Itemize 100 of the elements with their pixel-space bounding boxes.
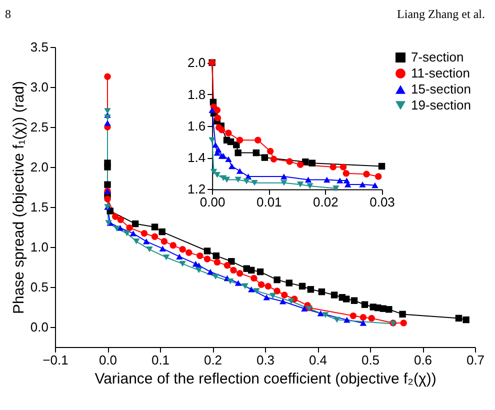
point xyxy=(336,178,344,184)
point xyxy=(248,286,255,292)
point xyxy=(162,254,170,260)
point xyxy=(236,136,244,144)
point xyxy=(334,316,340,323)
point xyxy=(214,106,221,114)
point xyxy=(146,246,153,252)
point xyxy=(242,283,248,290)
point xyxy=(186,249,192,256)
point xyxy=(224,262,231,269)
point xyxy=(140,230,148,237)
point xyxy=(158,228,166,236)
point xyxy=(234,176,242,183)
point xyxy=(307,286,314,293)
point xyxy=(214,258,221,266)
point xyxy=(233,142,240,148)
y-tick-label: 1.5 xyxy=(30,200,48,214)
point xyxy=(142,238,150,244)
point xyxy=(332,186,340,192)
point xyxy=(218,126,226,134)
y-tick-label: 1.6 xyxy=(188,118,206,134)
point xyxy=(296,182,304,188)
point xyxy=(400,320,407,326)
text: 8 xyxy=(5,7,11,21)
point xyxy=(360,314,367,321)
point xyxy=(261,154,268,161)
point xyxy=(324,176,330,183)
point xyxy=(318,288,326,296)
point xyxy=(104,114,111,120)
point xyxy=(196,252,204,260)
point xyxy=(280,174,288,180)
point xyxy=(132,220,139,228)
point xyxy=(302,158,309,166)
point xyxy=(253,288,260,294)
point xyxy=(234,280,242,286)
point xyxy=(225,130,232,136)
x-tick-label: 0.0 xyxy=(98,352,118,368)
point xyxy=(330,292,338,298)
point xyxy=(179,260,186,267)
point xyxy=(301,306,308,312)
x-tick-label: 0.01 xyxy=(256,194,282,210)
y-tick-label: 3.5 xyxy=(30,40,48,54)
point xyxy=(363,170,370,178)
point xyxy=(350,312,357,320)
point xyxy=(264,282,272,290)
point xyxy=(258,281,265,288)
point xyxy=(281,292,288,298)
y-tick-label: 1.0 xyxy=(30,240,48,254)
point xyxy=(176,254,183,260)
point xyxy=(296,161,304,168)
x-tick-label: 0.1 xyxy=(151,352,170,368)
y-tick-label: 1.4 xyxy=(188,150,206,166)
x-tick-label: 0.6 xyxy=(414,352,432,368)
point xyxy=(236,270,244,277)
x-tick-label: 0.3 xyxy=(256,352,275,368)
y-tick-label: 2.0 xyxy=(188,55,206,70)
point xyxy=(372,182,378,188)
point xyxy=(280,180,288,186)
point xyxy=(317,310,324,316)
point xyxy=(266,148,274,155)
point xyxy=(344,316,350,323)
x-tick-label: 0.4 xyxy=(308,352,328,368)
point xyxy=(279,298,286,304)
point xyxy=(274,288,280,294)
point xyxy=(254,136,262,144)
point xyxy=(104,120,111,126)
point xyxy=(270,292,276,299)
x-axis-title: Variance of the reflection coefficient (objective f₂(χ)) xyxy=(94,370,436,388)
y-tick-label: 0.0 xyxy=(30,320,48,334)
legend-label: 11-section xyxy=(411,66,470,80)
y-tick-label: 1.2 xyxy=(188,182,206,197)
point xyxy=(288,298,295,304)
point xyxy=(308,160,316,166)
point xyxy=(210,168,218,175)
point xyxy=(330,164,336,170)
point xyxy=(204,248,211,254)
point xyxy=(179,246,186,253)
point xyxy=(342,170,350,177)
y-tick-label: 3.0 xyxy=(30,80,48,94)
point xyxy=(214,172,221,178)
point xyxy=(270,156,278,162)
point xyxy=(234,149,242,156)
point xyxy=(251,180,258,186)
y-axis-title: Phase spread (objective f₁(χ)) (rad) xyxy=(10,80,28,314)
point xyxy=(298,282,306,290)
point xyxy=(204,256,211,262)
point xyxy=(228,163,236,170)
point xyxy=(286,280,293,286)
point xyxy=(104,181,111,188)
point xyxy=(212,274,220,280)
point xyxy=(225,156,232,162)
point xyxy=(207,268,214,275)
point xyxy=(250,274,258,282)
point xyxy=(243,178,250,184)
point xyxy=(359,182,366,188)
point xyxy=(455,314,462,322)
point xyxy=(252,149,260,156)
x-tick-label: 0.7 xyxy=(466,352,485,368)
point xyxy=(112,213,119,220)
point xyxy=(212,142,219,148)
